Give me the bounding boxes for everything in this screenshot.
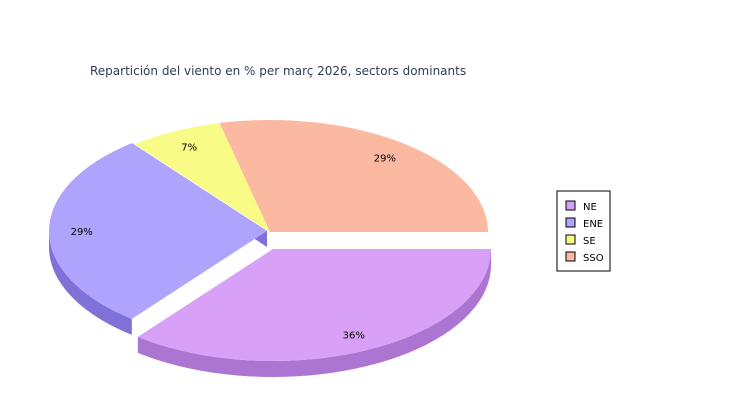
pie-slices <box>49 119 491 361</box>
legend-label-sso: SSO <box>583 253 604 264</box>
pie-label-ene: 29% <box>71 227 93 238</box>
pie-label-se: 7% <box>181 142 197 153</box>
legend-label-ne: NE <box>583 202 597 213</box>
pie-slice-ene <box>49 143 267 319</box>
pie-side-ene <box>49 231 132 335</box>
legend-swatch-se <box>565 234 576 245</box>
pie-label-sso: 29% <box>374 153 396 164</box>
legend-item-se: SE <box>565 234 596 247</box>
pie-side-ne <box>137 249 491 377</box>
legend-item-ne: NE <box>565 200 597 213</box>
legend-swatch-sso <box>565 251 576 262</box>
pie-slice-ne <box>137 249 491 361</box>
legend-swatch-ene <box>565 217 576 228</box>
legend-item-ene: ENE <box>565 217 603 230</box>
pie-slice-se <box>134 123 270 232</box>
pie-labels: 36% 29% 7% 29% <box>71 142 396 341</box>
pie-label-ne: 36% <box>343 331 365 342</box>
legend-label-se: SE <box>583 236 596 247</box>
chart-title: Repartición del viento en % per març 202… <box>90 64 466 78</box>
pie-slice-sso <box>219 119 488 232</box>
legend-label-ene: ENE <box>583 219 603 230</box>
legend: NE ENE SE SSO <box>556 190 611 272</box>
legend-item-sso: SSO <box>565 251 604 264</box>
legend-swatch-ne <box>565 200 576 211</box>
